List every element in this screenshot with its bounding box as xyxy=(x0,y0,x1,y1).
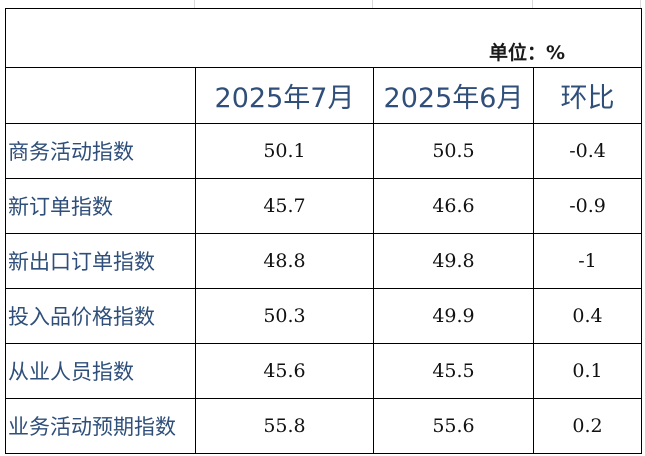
header-row: 2025年7月 2025年6月 环比 xyxy=(5,67,643,124)
value-jul[interactable]: 48.8 xyxy=(195,233,374,289)
value-jul[interactable]: 55.8 xyxy=(195,398,374,454)
value-mom[interactable]: 0.1 xyxy=(532,343,643,399)
value-mom[interactable]: -1 xyxy=(532,233,643,289)
value-jun[interactable]: 55.6 xyxy=(373,398,534,454)
value-jul[interactable]: 45.6 xyxy=(195,343,374,399)
table-row: 商务活动指数 50.1 50.5 -0.4 xyxy=(5,123,643,179)
header-cell-mom[interactable]: 环比 xyxy=(532,67,643,124)
gridlines-top xyxy=(0,0,645,8)
value-jun[interactable]: 45.5 xyxy=(373,343,534,399)
value-jul[interactable]: 45.7 xyxy=(195,178,374,234)
table-row: 业务活动预期指数 55.8 55.6 0.2 xyxy=(5,398,643,454)
row-label[interactable]: 业务活动预期指数 xyxy=(5,398,196,454)
value-jul[interactable]: 50.3 xyxy=(195,288,374,344)
row-label[interactable]: 新订单指数 xyxy=(5,178,196,234)
header-cell-blank[interactable] xyxy=(5,67,196,124)
value-mom[interactable]: -0.9 xyxy=(532,178,643,234)
value-mom[interactable]: 0.4 xyxy=(532,288,643,344)
row-label[interactable]: 从业人员指数 xyxy=(5,343,196,399)
value-jul[interactable]: 50.1 xyxy=(195,123,374,179)
value-jun[interactable]: 49.9 xyxy=(373,288,534,344)
row-label[interactable]: 新出口订单指数 xyxy=(5,233,196,289)
row-label[interactable]: 投入品价格指数 xyxy=(5,288,196,344)
index-table: 单位：% 2025年7月 2025年6月 环比 商务活动指数 50.1 50.5… xyxy=(4,8,643,454)
header-cell-jul[interactable]: 2025年7月 xyxy=(195,67,374,124)
table-row: 投入品价格指数 50.3 49.9 0.4 xyxy=(5,288,643,344)
value-jun[interactable]: 49.8 xyxy=(373,233,534,289)
value-jun[interactable]: 50.5 xyxy=(373,123,534,179)
unit-label: 单位：% xyxy=(489,42,566,64)
table-row: 新出口订单指数 48.8 49.8 -1 xyxy=(5,233,643,289)
unit-cell[interactable]: 单位：% xyxy=(4,8,643,68)
table-row: 从业人员指数 45.6 45.5 0.1 xyxy=(5,343,643,399)
unit-row: 单位：% xyxy=(4,8,643,68)
value-mom[interactable]: -0.4 xyxy=(532,123,643,179)
header-cell-jun[interactable]: 2025年6月 xyxy=(373,67,534,124)
value-mom[interactable]: 0.2 xyxy=(532,398,643,454)
table-row: 新订单指数 45.7 46.6 -0.9 xyxy=(5,178,643,234)
value-jun[interactable]: 46.6 xyxy=(373,178,534,234)
row-label[interactable]: 商务活动指数 xyxy=(5,123,196,179)
